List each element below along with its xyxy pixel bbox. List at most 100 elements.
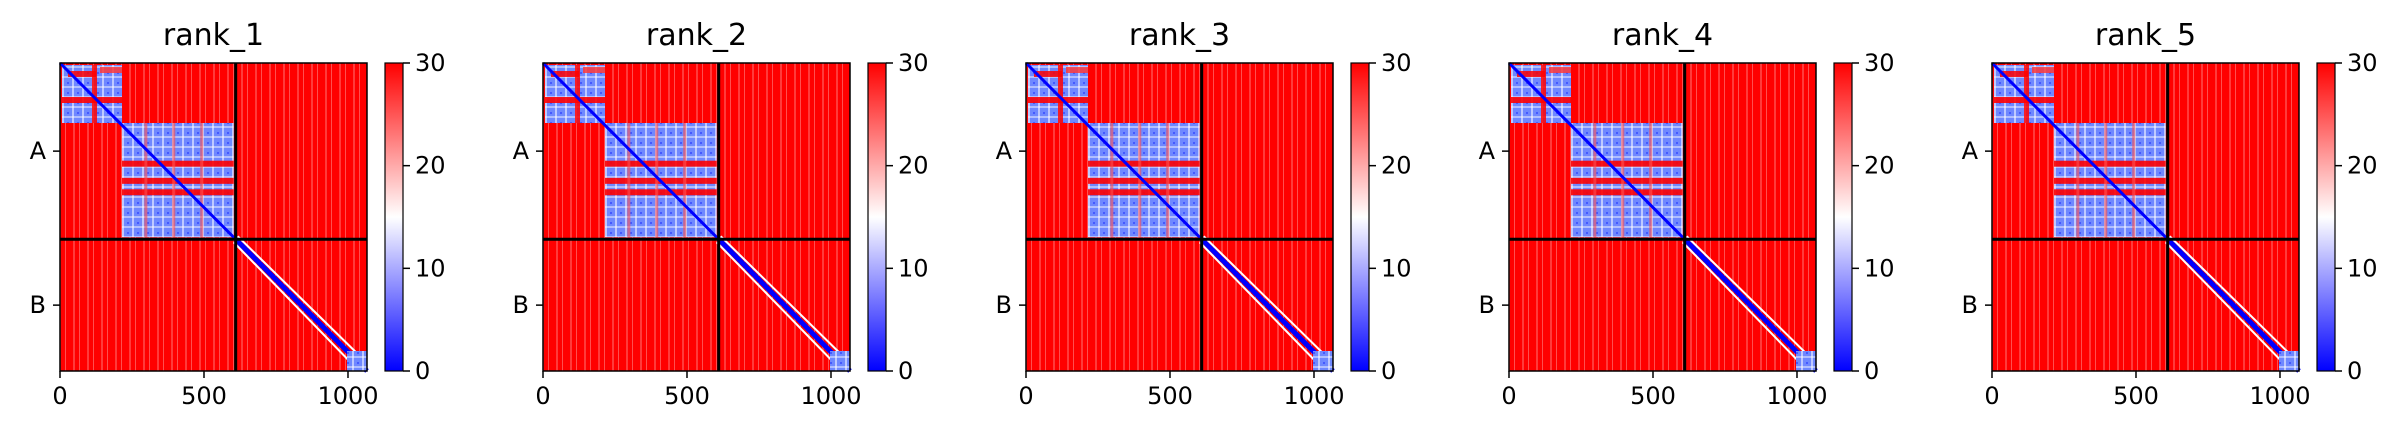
panel-3-title: rank_3 bbox=[1129, 18, 1230, 53]
panel-4-stripe-h1 bbox=[1571, 160, 1683, 167]
panel-2-diagonal-b bbox=[716, 237, 852, 373]
panel-2-axes-frame bbox=[542, 62, 851, 372]
panel-5-x-tick-label-0: 0 bbox=[1984, 382, 1999, 410]
panel-3-x-tick-label-0: 0 bbox=[1018, 382, 1033, 410]
panel-1-stripe-a4 bbox=[92, 65, 97, 123]
panel-1-x-tick-label-0: 0 bbox=[52, 382, 67, 410]
panel-2-diagonal-b-halo-1 bbox=[719, 235, 853, 366]
panel-4-stripe-v2 bbox=[1621, 123, 1625, 238]
panel-3-axes-frame bbox=[1025, 62, 1334, 372]
panel-3-stripe-h3 bbox=[1088, 189, 1200, 196]
panel-2-stripe-v1 bbox=[627, 123, 631, 238]
panel-2-x-tick-label-0: 0 bbox=[535, 382, 550, 410]
panel-4: rank_4 0 500 1000 A B 0 10 20 30 bbox=[1479, 18, 1895, 410]
panel-2-y-tick-label-B: B bbox=[513, 291, 529, 319]
panel-2-x-tick-label-500: 500 bbox=[664, 382, 710, 410]
panel-1-diagonal-b bbox=[233, 237, 369, 373]
panel-2-title: rank_2 bbox=[646, 18, 747, 53]
panel-5-colorbar-tick-label-10: 10 bbox=[2347, 254, 2378, 282]
panel-4-stripe-h3 bbox=[1571, 189, 1683, 196]
panel-2-stripe-h1 bbox=[605, 160, 717, 167]
panel-4-y-tick-label-B: B bbox=[1479, 291, 1495, 319]
panel-5-colorbar bbox=[2316, 62, 2336, 372]
panel-1-stripe-v2 bbox=[172, 123, 176, 238]
panel-4-stripe-a1 bbox=[1517, 71, 1545, 77]
panel-5-diagonal-b-halo-1 bbox=[2168, 235, 2302, 366]
panel-3-stripe-a2 bbox=[1066, 67, 1088, 73]
panel-3-colorbar-tick-label-20: 20 bbox=[1381, 152, 1412, 180]
panel-3-colorbar bbox=[1350, 62, 1370, 372]
panel-1-stripe-v3 bbox=[200, 123, 204, 238]
panel-1-diagonal-b-halo-1 bbox=[236, 235, 370, 366]
panel-4-diagonal-b-halo-2 bbox=[1681, 241, 1811, 374]
panel-3-chain-b-terminal bbox=[1313, 351, 1333, 371]
panel-1-x-tick-label-1000: 1000 bbox=[317, 382, 378, 410]
panel-3-stripe-v3 bbox=[1166, 123, 1170, 238]
panel-2: rank_2 0 500 1000 A B 0 10 20 30 bbox=[513, 18, 929, 410]
panel-5-diagonal-b-halo-2 bbox=[2164, 241, 2294, 374]
panel-5-title: rank_5 bbox=[2095, 18, 2196, 53]
panel-3-colorbar-tick-label-30: 30 bbox=[1381, 49, 1412, 77]
panel-2-y-tick-label-A: A bbox=[513, 137, 530, 165]
panel-4-chain-b-terminal bbox=[1796, 351, 1816, 371]
panel-4-stripe-a4 bbox=[1541, 65, 1546, 123]
panel-1-diagonal-b-halo-2 bbox=[232, 241, 362, 374]
panel-5-diagonal-a bbox=[1990, 61, 2169, 241]
panel-5-x-tick-label-1000: 1000 bbox=[2249, 382, 2310, 410]
panel-5-chain-b-terminal bbox=[2279, 351, 2299, 371]
panel-1-diagonal-a bbox=[58, 61, 237, 241]
panel-3-diagonal-a bbox=[1024, 61, 1203, 241]
panel-3-stripe-v2 bbox=[1138, 123, 1142, 238]
panel-5-stripe-v2 bbox=[2104, 123, 2108, 238]
panel-3-y-tick-label-A: A bbox=[996, 137, 1013, 165]
panel-1-stripe-a2 bbox=[100, 67, 122, 73]
panel-3: rank_3 0 500 1000 A B 0 10 20 30 bbox=[996, 18, 1412, 410]
panel-3-x-tick-label-1000: 1000 bbox=[1283, 382, 1344, 410]
panel-4-y-tick-label-A: A bbox=[1479, 137, 1496, 165]
panel-5-stripe-v3 bbox=[2132, 123, 2136, 238]
panel-3-stripe-a4 bbox=[1058, 65, 1063, 123]
panel-4-diagonal-b bbox=[1682, 237, 1818, 373]
panel-4-diagonal-a bbox=[1507, 61, 1686, 241]
panel-2-stripe-a1 bbox=[551, 71, 579, 77]
panel-5-colorbar-tick-label-20: 20 bbox=[2347, 152, 2378, 180]
panel-2-stripe-h3 bbox=[605, 189, 717, 196]
panel-1-stripe-v1 bbox=[144, 123, 148, 238]
panel-1-title: rank_1 bbox=[163, 18, 264, 53]
panel-1: rank_1 0 500 1000 A B 0 10 20 30 bbox=[30, 18, 446, 410]
panel-5-stripe-a2 bbox=[2032, 67, 2054, 73]
panel-4-colorbar-tick-label-20: 20 bbox=[1864, 152, 1895, 180]
panel-5-y-tick-label-B: B bbox=[1962, 291, 1978, 319]
panel-5-stripe-h3 bbox=[2054, 189, 2166, 196]
panel-3-diagonal-b bbox=[1199, 237, 1335, 373]
panel-3-y-tick-label-B: B bbox=[996, 291, 1012, 319]
panel-2-colorbar-tick-label-20: 20 bbox=[898, 152, 929, 180]
panel-3-colorbar-tick-label-0: 0 bbox=[1381, 357, 1396, 385]
panel-1-colorbar bbox=[384, 62, 404, 372]
panel-3-stripe-a1 bbox=[1034, 71, 1062, 77]
panel-4-colorbar-tick-label-0: 0 bbox=[1864, 357, 1879, 385]
panel-4-stripe-a2 bbox=[1549, 67, 1571, 73]
panel-2-x-tick-label-1000: 1000 bbox=[800, 382, 861, 410]
panel-2-stripe-a4 bbox=[575, 65, 580, 123]
panel-1-y-tick-label-A: A bbox=[30, 137, 47, 165]
panel-4-colorbar bbox=[1833, 62, 1853, 372]
panel-1-y-tick-label-B: B bbox=[30, 291, 46, 319]
panel-4-title: rank_4 bbox=[1612, 18, 1713, 53]
panel-5-stripe-h1 bbox=[2054, 160, 2166, 167]
panel-5-y-tick-label-A: A bbox=[1962, 137, 1979, 165]
panel-4-diagonal-b-halo-1 bbox=[1685, 235, 1819, 366]
panel-2-diagonal-b-halo-2 bbox=[715, 241, 845, 374]
panel-5-stripe-a4 bbox=[2024, 65, 2029, 123]
panel-4-x-tick-label-500: 500 bbox=[1630, 382, 1676, 410]
panel-4-stripe-v1 bbox=[1593, 123, 1597, 238]
panel-3-stripe-v1 bbox=[1110, 123, 1114, 238]
panel-4-stripe-v3 bbox=[1649, 123, 1653, 238]
panel-3-colorbar-tick-label-10: 10 bbox=[1381, 254, 1412, 282]
panel-3-x-tick-label-500: 500 bbox=[1147, 382, 1193, 410]
panel-2-diagonal-a bbox=[541, 61, 720, 241]
panel-5-colorbar-tick-label-0: 0 bbox=[2347, 357, 2362, 385]
panel-5-x-tick-label-500: 500 bbox=[2113, 382, 2159, 410]
panel-3-diagonal-b-halo-1 bbox=[1202, 235, 1336, 366]
